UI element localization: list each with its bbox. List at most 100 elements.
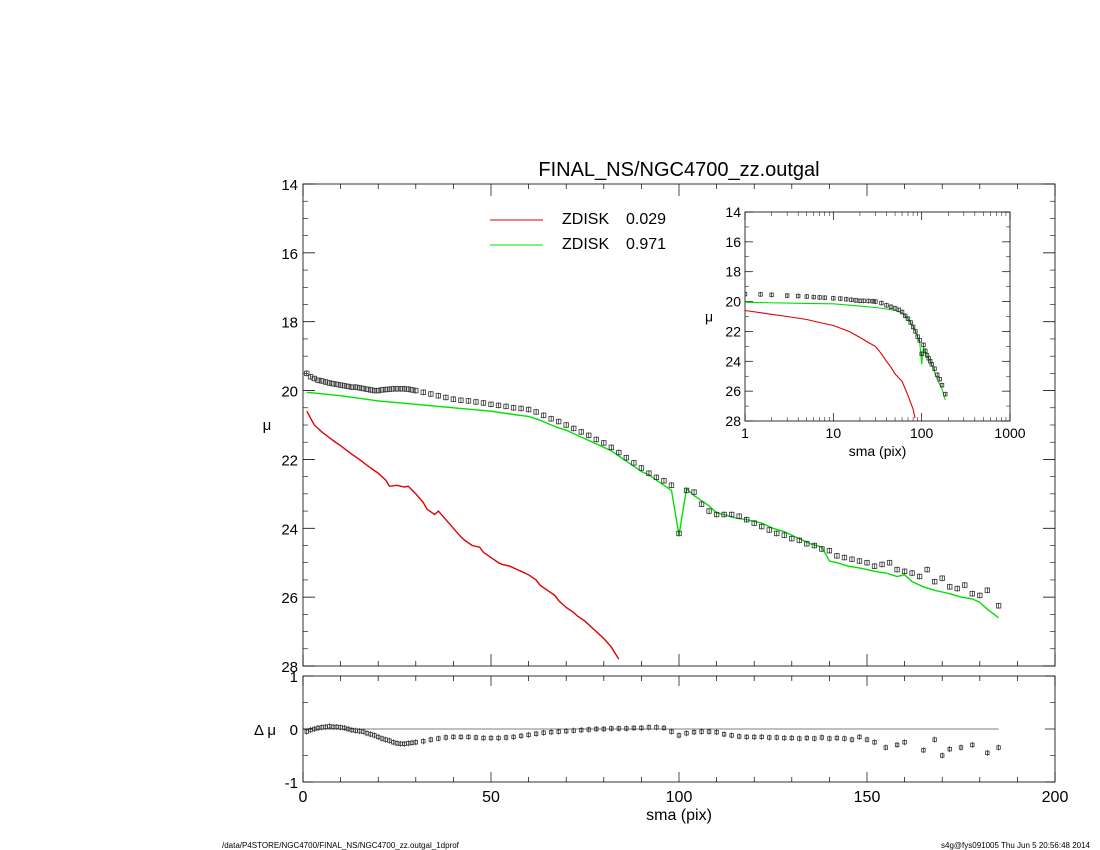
data-point (908, 320, 913, 325)
data-point (921, 748, 926, 753)
data-point (873, 299, 878, 304)
data-point (413, 387, 419, 394)
data-point (831, 296, 836, 301)
data-point (609, 726, 614, 731)
legend: ZDISK 0.029 ZDISK 0.971 (490, 211, 666, 253)
data-point (654, 725, 659, 730)
data-point (849, 297, 854, 302)
data-point (886, 560, 893, 566)
series-line-ZDISK-0029 (745, 309, 916, 419)
data-points (745, 291, 948, 397)
data-point (894, 742, 900, 748)
data-point (932, 579, 938, 585)
data-point (549, 730, 554, 735)
data-point (769, 292, 774, 298)
data-point (601, 726, 606, 732)
data-point (586, 727, 591, 732)
data-point (947, 746, 952, 752)
y-tick-label: 14 (281, 177, 298, 194)
data-point (330, 381, 336, 387)
data-point (548, 416, 554, 422)
data-point (379, 387, 385, 393)
y-tick-label: 22 (281, 452, 298, 469)
data-point (789, 535, 795, 542)
data-point (789, 735, 794, 741)
data-point (864, 560, 870, 566)
data-point (653, 474, 660, 480)
y-tick-label: 14 (725, 204, 741, 220)
data-point (834, 735, 840, 741)
data-point (608, 444, 614, 451)
data-point (375, 387, 381, 394)
data-point (910, 324, 916, 330)
data-point (745, 291, 748, 297)
data-point (401, 386, 408, 392)
data-point (751, 520, 757, 526)
data-point (804, 294, 809, 299)
data-point (533, 731, 539, 736)
data-point (394, 386, 400, 392)
data-point (334, 381, 340, 388)
data-point (661, 725, 667, 731)
data-point (864, 737, 870, 742)
data-point (511, 734, 516, 740)
data-point (540, 412, 547, 419)
data-point (428, 391, 434, 397)
data-point (853, 298, 859, 303)
data-point (905, 316, 911, 321)
data-point (728, 511, 735, 518)
data-point (721, 511, 727, 518)
data-point (518, 733, 524, 739)
chart-title: FINAL_NS/NGC4700_zz.outgal (538, 159, 819, 181)
data-point (796, 537, 802, 543)
data-point (341, 383, 348, 389)
data-point (744, 517, 750, 523)
legend-label: ZDISK (562, 211, 609, 228)
data-points (304, 370, 1002, 609)
data-point (817, 295, 822, 300)
data-point (684, 731, 689, 736)
data-point (623, 455, 630, 461)
data-point (307, 374, 314, 380)
data-point (676, 733, 682, 738)
data-point (902, 740, 907, 745)
data-point (916, 573, 923, 580)
y-tick-label: 1 (290, 669, 298, 686)
data-point (631, 725, 637, 731)
data-point (669, 729, 674, 734)
y-tick-label: 28 (725, 413, 741, 429)
data-point (383, 386, 389, 393)
y-axis-label: Δ μ (254, 722, 276, 739)
data-point (304, 370, 310, 377)
data-point (488, 735, 494, 741)
data-point (932, 737, 937, 742)
y-tick-label: 20 (725, 294, 741, 310)
footer-file-path: /data/P4STORE/NGC4700/FINAL_NS/NGC4700_z… (222, 841, 459, 850)
data-point (849, 737, 855, 742)
data-point (706, 508, 712, 514)
data-point (943, 391, 948, 397)
data-point (443, 735, 449, 740)
legend-value: 0.029 (626, 211, 666, 228)
data-point (857, 734, 862, 740)
data-point (822, 295, 827, 300)
data-point (593, 436, 599, 443)
data-point (841, 554, 848, 561)
data-point (758, 292, 763, 297)
data-point (601, 440, 607, 446)
data-point (856, 558, 863, 564)
data-point (784, 293, 790, 298)
data-point (939, 575, 945, 581)
data-point (458, 734, 464, 740)
data-point (352, 384, 359, 390)
data-point (386, 386, 393, 392)
data-point (774, 530, 780, 537)
data-point (958, 745, 964, 750)
data-point (759, 734, 764, 740)
data-point (466, 734, 471, 740)
x-tick-label: 1000 (994, 425, 1025, 441)
data-point (921, 342, 926, 348)
data-point (939, 383, 945, 388)
x-tick-label: 200 (1042, 789, 1069, 806)
